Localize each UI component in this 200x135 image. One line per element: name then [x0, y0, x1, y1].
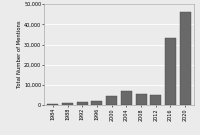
Y-axis label: Total Number of Mentions: Total Number of Mentions: [17, 21, 22, 88]
Bar: [165, 38, 176, 105]
Bar: [77, 102, 88, 105]
Bar: [106, 96, 117, 105]
Bar: [91, 101, 102, 105]
Bar: [180, 12, 191, 105]
Bar: [47, 104, 58, 105]
Bar: [136, 94, 147, 105]
Bar: [150, 95, 161, 105]
Bar: [121, 91, 132, 105]
Bar: [62, 103, 73, 105]
